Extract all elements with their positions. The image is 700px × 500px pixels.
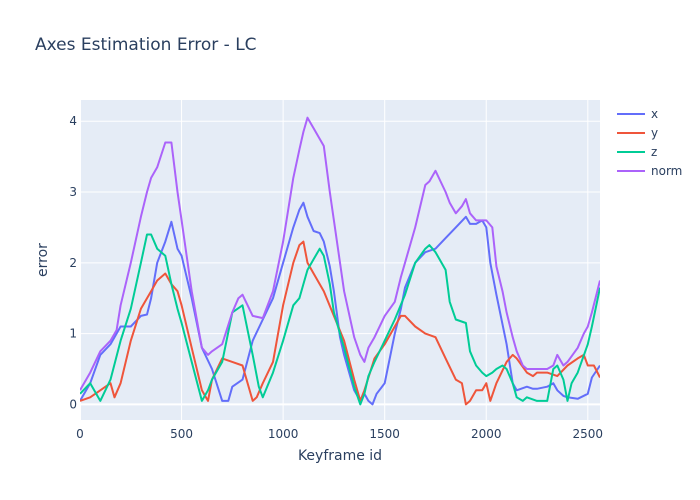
series-line-norm [80,116,600,391]
legend-label: y [651,126,658,140]
series-line-z [80,233,600,406]
legend-item-x[interactable]: x [617,107,658,121]
x-tick-label: 500 [170,427,193,441]
y-axis-ticks: 0 1 2 3 4 [69,114,77,411]
series-line-x [80,201,600,406]
series-layer [80,116,600,406]
x-tick-label: 2000 [471,427,502,441]
x-axis-ticks: 0 500 1000 1500 2000 2500 [76,427,603,441]
series-line-y [80,240,600,406]
y-tick-label: 2 [69,256,77,270]
x-tick-label: 2500 [573,427,604,441]
legend-item-y[interactable]: y [617,126,658,140]
zero-line [79,100,600,420]
legend-label: x [651,107,658,121]
x-tick-label: 0 [76,427,84,441]
y-tick-label: 4 [69,114,77,128]
x-tick-label: 1500 [369,427,400,441]
y-tick-label: 3 [69,185,77,199]
y-tick-label: 0 [69,397,77,411]
legend[interactable]: xyz norm [617,107,682,178]
legend-item-z[interactable]: z [617,145,657,159]
y-tick-label: 1 [69,327,77,341]
chart-title: Axes Estimation Error - LC [35,35,257,55]
x-tick-label: 1000 [268,427,299,441]
legend-item-norm[interactable]: norm [617,164,682,178]
x-axis-title: Keyframe id [298,448,382,464]
y-axis-title: error [35,243,51,277]
series-lines [80,116,600,406]
legend-label: norm [651,164,682,178]
legend-label: z [651,145,657,159]
